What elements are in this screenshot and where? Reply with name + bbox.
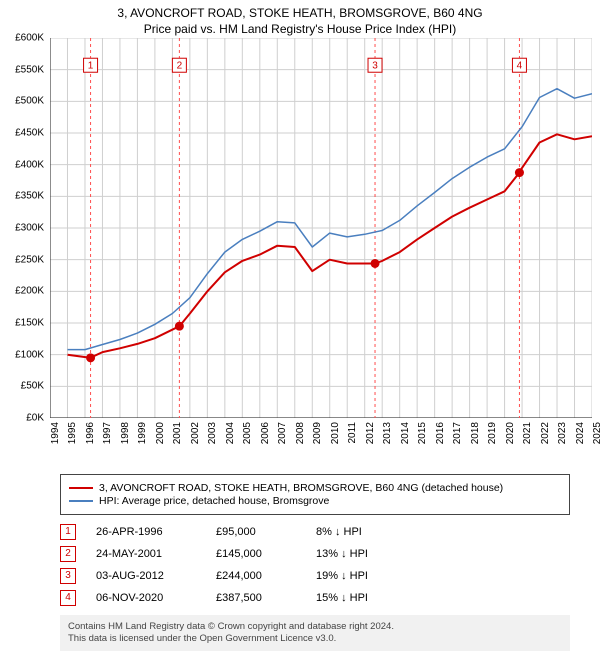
x-tick-label: 2012 bbox=[365, 422, 376, 444]
y-tick-label: £50K bbox=[21, 381, 44, 392]
sale-price: £145,000 bbox=[216, 548, 296, 560]
attribution-line2: This data is licensed under the Open Gov… bbox=[68, 633, 562, 645]
x-tick-label: 2015 bbox=[417, 422, 428, 444]
sale-row: 1 26-APR-1996 £95,000 8% ↓ HPI bbox=[60, 521, 570, 543]
y-tick-label: £300K bbox=[15, 223, 44, 234]
sale-date: 26-APR-1996 bbox=[96, 526, 196, 538]
y-tick-label: £400K bbox=[15, 159, 44, 170]
sale-date: 03-AUG-2012 bbox=[96, 570, 196, 582]
x-tick-label: 2007 bbox=[277, 422, 288, 444]
sale-hpi-diff: 8% ↓ HPI bbox=[316, 526, 416, 538]
sale-hpi-diff: 19% ↓ HPI bbox=[316, 570, 416, 582]
y-tick-label: £550K bbox=[15, 64, 44, 75]
sale-price: £244,000 bbox=[216, 570, 296, 582]
y-axis-labels: £0K£50K£100K£150K£200K£250K£300K£350K£40… bbox=[0, 38, 48, 418]
chart-plot-area: £0K£50K£100K£150K£200K£250K£300K£350K£40… bbox=[50, 38, 592, 418]
x-tick-label: 2008 bbox=[295, 422, 306, 444]
y-tick-label: £150K bbox=[15, 318, 44, 329]
sale-row: 3 03-AUG-2012 £244,000 19% ↓ HPI bbox=[60, 565, 570, 587]
chart-title-subtitle: Price paid vs. HM Land Registry's House … bbox=[0, 22, 600, 36]
x-tick-label: 2023 bbox=[557, 422, 568, 444]
x-tick-label: 1994 bbox=[50, 422, 61, 444]
y-tick-label: £0K bbox=[26, 413, 44, 424]
sale-marker-number: 3 bbox=[60, 568, 76, 584]
legend-label: HPI: Average price, detached house, Brom… bbox=[99, 495, 329, 507]
x-tick-label: 1995 bbox=[67, 422, 78, 444]
x-tick-label: 1998 bbox=[120, 422, 131, 444]
x-tick-label: 2014 bbox=[400, 422, 411, 444]
x-tick-label: 2000 bbox=[155, 422, 166, 444]
x-tick-label: 2005 bbox=[242, 422, 253, 444]
svg-text:1: 1 bbox=[88, 61, 94, 72]
sale-price: £387,500 bbox=[216, 592, 296, 604]
y-tick-label: £350K bbox=[15, 191, 44, 202]
sale-marker-number: 1 bbox=[60, 524, 76, 540]
sale-row: 2 24-MAY-2001 £145,000 13% ↓ HPI bbox=[60, 543, 570, 565]
x-tick-label: 1999 bbox=[137, 422, 148, 444]
sale-row: 4 06-NOV-2020 £387,500 15% ↓ HPI bbox=[60, 587, 570, 609]
y-tick-label: £600K bbox=[15, 33, 44, 44]
svg-text:2: 2 bbox=[177, 61, 183, 72]
legend-box: 3, AVONCROFT ROAD, STOKE HEATH, BROMSGRO… bbox=[60, 474, 570, 515]
svg-text:4: 4 bbox=[517, 61, 523, 72]
legend-swatch bbox=[69, 487, 93, 489]
x-tick-label: 2021 bbox=[522, 422, 533, 444]
x-tick-label: 2024 bbox=[575, 422, 586, 444]
chart-svg: 1 2 3 4 bbox=[50, 38, 592, 418]
x-tick-label: 2020 bbox=[505, 422, 516, 444]
x-tick-label: 2019 bbox=[487, 422, 498, 444]
legend-label: 3, AVONCROFT ROAD, STOKE HEATH, BROMSGRO… bbox=[99, 482, 503, 494]
x-tick-label: 1996 bbox=[85, 422, 96, 444]
attribution-box: Contains HM Land Registry data © Crown c… bbox=[60, 615, 570, 651]
sale-date: 06-NOV-2020 bbox=[96, 592, 196, 604]
legend-row: 3, AVONCROFT ROAD, STOKE HEATH, BROMSGRO… bbox=[69, 482, 561, 494]
x-axis-labels: 1994 1995 1996 1997 1998 1999 2000 2001 2002 2003… bbox=[50, 418, 592, 466]
y-tick-label: £250K bbox=[15, 254, 44, 265]
legend-swatch bbox=[69, 500, 93, 502]
x-tick-label: 2004 bbox=[225, 422, 236, 444]
x-tick-label: 2018 bbox=[470, 422, 481, 444]
sale-hpi-diff: 15% ↓ HPI bbox=[316, 592, 416, 604]
x-tick-label: 2025 bbox=[592, 422, 600, 444]
y-tick-label: £500K bbox=[15, 96, 44, 107]
sale-marker-number: 4 bbox=[60, 590, 76, 606]
sale-price: £95,000 bbox=[216, 526, 296, 538]
attribution-line1: Contains HM Land Registry data © Crown c… bbox=[68, 621, 562, 633]
x-tick-label: 1997 bbox=[102, 422, 113, 444]
sale-hpi-diff: 13% ↓ HPI bbox=[316, 548, 416, 560]
svg-text:3: 3 bbox=[372, 61, 378, 72]
x-tick-label: 2017 bbox=[452, 422, 463, 444]
x-tick-label: 2001 bbox=[172, 422, 183, 444]
chart-titles: 3, AVONCROFT ROAD, STOKE HEATH, BROMSGRO… bbox=[0, 0, 600, 38]
x-tick-label: 2010 bbox=[330, 422, 341, 444]
sale-marker-number: 2 bbox=[60, 546, 76, 562]
sales-table: 1 26-APR-1996 £95,000 8% ↓ HPI 2 24-MAY-2001 £… bbox=[60, 521, 570, 609]
x-tick-label: 2011 bbox=[347, 422, 358, 444]
legend-row: HPI: Average price, detached house, Brom… bbox=[69, 495, 561, 507]
x-tick-label: 2006 bbox=[260, 422, 271, 444]
sale-date: 24-MAY-2001 bbox=[96, 548, 196, 560]
x-tick-label: 2016 bbox=[435, 422, 446, 444]
x-tick-label: 2003 bbox=[207, 422, 218, 444]
x-tick-label: 2013 bbox=[382, 422, 393, 444]
y-tick-label: £450K bbox=[15, 128, 44, 139]
x-tick-label: 2009 bbox=[312, 422, 323, 444]
x-tick-label: 2002 bbox=[190, 422, 201, 444]
y-tick-label: £200K bbox=[15, 286, 44, 297]
y-tick-label: £100K bbox=[15, 349, 44, 360]
x-tick-label: 2022 bbox=[540, 422, 551, 444]
chart-title-address: 3, AVONCROFT ROAD, STOKE HEATH, BROMSGRO… bbox=[0, 6, 600, 20]
